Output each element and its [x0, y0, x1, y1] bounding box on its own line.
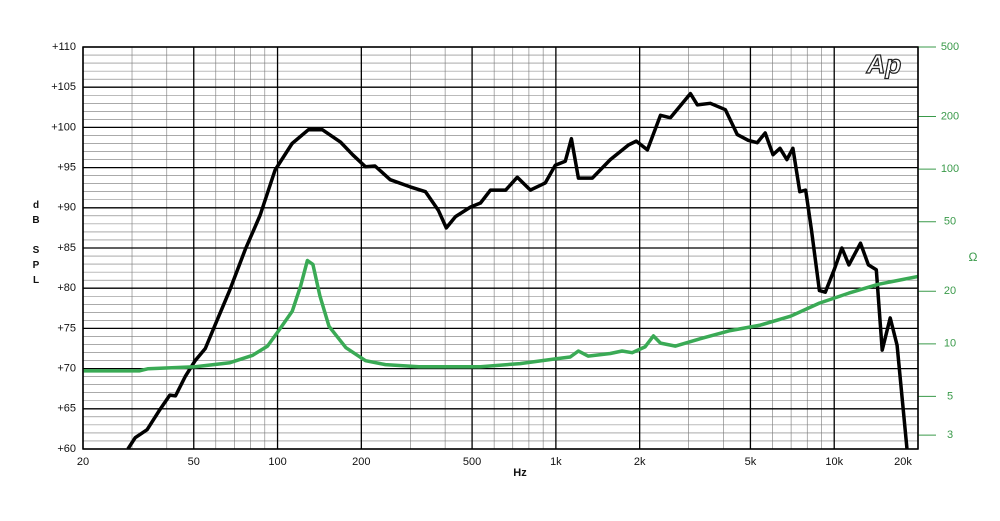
lines	[83, 91, 918, 449]
y-tick-label: +95	[57, 162, 76, 174]
y-tick-label: +110	[52, 41, 76, 53]
logo: Ap	[866, 49, 902, 79]
y2-tick-label: 500	[941, 41, 959, 53]
grid	[82, 46, 919, 450]
y2-axis-label: Ω	[969, 250, 978, 264]
y-tick-label: +80	[57, 282, 76, 294]
x-tick-label: 500	[463, 456, 481, 468]
y2-ticks: 3 5 10 20 50 100 200 500	[918, 41, 959, 441]
x-tick-label: 10k	[825, 456, 843, 468]
y2-tick-label: 3	[947, 429, 953, 441]
y-tick-label: +90	[57, 202, 76, 214]
x-tick-label: 20	[77, 456, 89, 468]
y2-tick-label: 20	[944, 285, 956, 297]
x-tick-label: 20k	[894, 456, 912, 468]
series-line	[126, 91, 909, 449]
y2-tick-label: 10	[944, 338, 956, 350]
y-tick-label: +65	[57, 403, 76, 415]
y-tick-label: +60	[57, 443, 76, 455]
y2-tick-label: 200	[941, 110, 959, 122]
series-line	[83, 258, 918, 373]
y2-tick-label: 50	[944, 216, 956, 228]
x-tick-label: 1k	[550, 456, 562, 468]
y-tick-label: +105	[51, 81, 76, 93]
y-tick-label: +70	[57, 363, 76, 375]
x-tick-label: 5k	[745, 456, 757, 468]
x-tick-label: 50	[188, 456, 200, 468]
y2-tick-label: 100	[941, 163, 959, 175]
y-tick-label: +100	[51, 121, 76, 133]
x-tick-label: 100	[268, 456, 286, 468]
plot-frame	[82, 46, 919, 450]
ticks: 20 50 100 200 500 1k 2k 5k 10k 20k +60 +65 +70 +75 +80…	[51, 41, 912, 468]
x-tick-label: 2k	[634, 456, 646, 468]
x-axis-label: Hz	[513, 467, 527, 479]
y-tick-label: +75	[57, 322, 76, 334]
y-tick-label: +85	[57, 242, 76, 254]
x-tick-label: 200	[352, 456, 370, 468]
y2-tick-label: 5	[947, 390, 953, 402]
y-axis-label: dB SPL	[31, 200, 42, 290]
